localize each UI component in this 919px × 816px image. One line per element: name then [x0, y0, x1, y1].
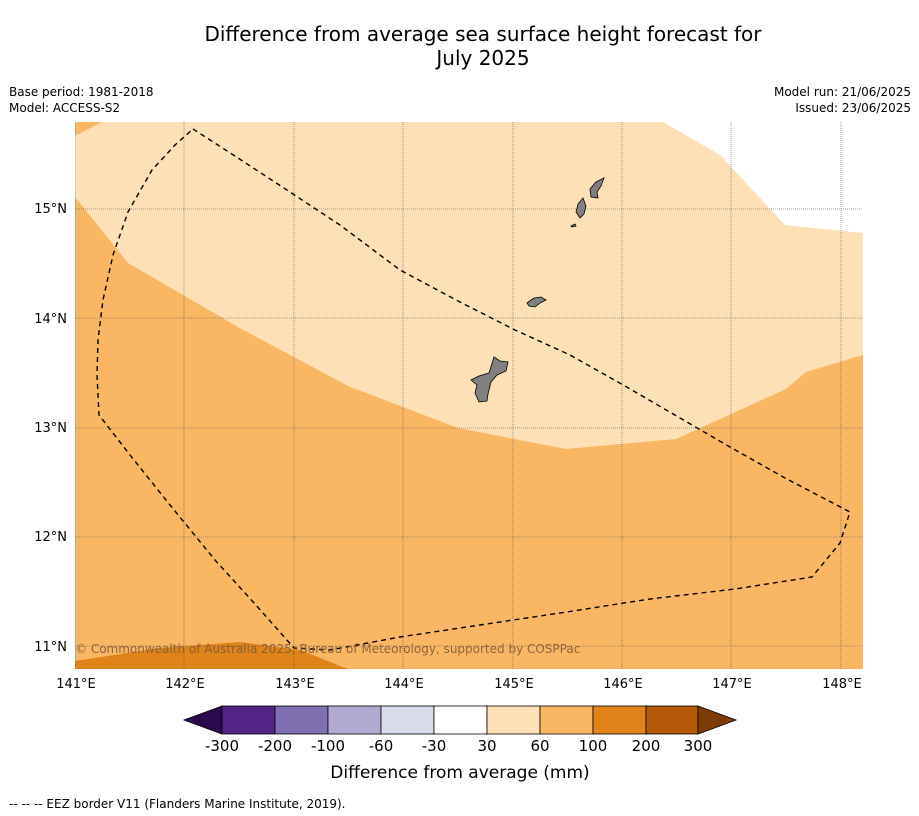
graticule — [75, 122, 863, 669]
issued-text: Issued: 23/06/2025 — [795, 101, 911, 115]
island-rota — [526, 296, 547, 308]
islands — [470, 177, 605, 403]
chart-title: Difference from average sea surface heig… — [0, 22, 919, 70]
lat-label: 11°N — [34, 640, 67, 655]
eez-legend-text: -- -- -- EEZ border V11 (Flanders Marine… — [9, 797, 346, 811]
copyright-text: © Commonwealth of Australia 2025, Bureau… — [75, 642, 580, 656]
region-60-to-100-left — [75, 197, 863, 669]
colorbar-tick: -300 — [205, 737, 239, 755]
colorbar-segment — [697, 705, 738, 735]
lat-tick-labels: 15°N 14°N 13°N 12°N 11°N — [34, 202, 67, 655]
colorbar-segment — [539, 705, 594, 735]
colorbar-segment — [182, 705, 223, 735]
lon-label: 146°E — [603, 677, 643, 692]
island-saipan — [589, 177, 605, 199]
lon-label: 148°E — [822, 677, 862, 692]
colorbar-segment — [486, 705, 541, 735]
region-60-to-100-corner — [75, 122, 102, 136]
lat-label: 15°N — [34, 202, 67, 217]
island-tinian — [575, 197, 587, 219]
lat-label: 12°N — [34, 530, 67, 545]
base-period-text: Base period: 1981-2018 — [9, 85, 154, 99]
colorbar-tick: -200 — [258, 737, 292, 755]
meta-right: Model run: 21/06/2025 Issued: 23/06/2025 — [774, 84, 911, 116]
lon-tick-labels: 141°E 142°E 143°E 144°E 145°E 146°E 147°… — [56, 677, 862, 692]
colorbar-segment — [645, 705, 699, 735]
lat-label: 14°N — [34, 312, 67, 327]
colorbar-segment — [327, 705, 382, 735]
colorbar-tick-labels: -300 -200 -100 -60 -30 30 60 100 200 300 — [205, 737, 712, 755]
island-aguijan — [570, 223, 577, 228]
title-line-2: July 2025 — [436, 46, 530, 70]
colorbar-tick: 200 — [632, 737, 661, 755]
lon-label: 147°E — [712, 677, 752, 692]
title-line-1: Difference from average sea surface heig… — [204, 22, 762, 46]
lon-label: 142°E — [165, 677, 205, 692]
eez-border — [96, 128, 851, 651]
colorbar-segment — [433, 705, 488, 735]
colorbar-tick: 100 — [579, 737, 608, 755]
colorbar-segment — [592, 705, 647, 735]
map-area: © Commonwealth of Australia 2025, Bureau… — [75, 122, 863, 669]
lon-label: 143°E — [275, 677, 315, 692]
colorbar-segment — [380, 705, 435, 735]
colorbar-segment — [221, 705, 276, 735]
colorbar-tick: 60 — [530, 737, 549, 755]
model-text: Model: ACCESS-S2 — [9, 101, 121, 115]
colorbar-tick: 30 — [477, 737, 496, 755]
region-100-to-200 — [75, 642, 348, 669]
colorbar-tick: -60 — [369, 737, 394, 755]
colorbar-segment — [274, 705, 329, 735]
model-run-text: Model run: 21/06/2025 — [773, 85, 911, 99]
colorbar-tick: -100 — [311, 737, 345, 755]
lon-label: 145°E — [494, 677, 534, 692]
island-guam — [470, 356, 509, 403]
lat-label: 13°N — [34, 421, 67, 436]
forecast-map: © Commonwealth of Australia 2025, Bureau… — [34, 122, 863, 783]
colorbar-label: Difference from average (mm) — [330, 763, 589, 783]
meta-left: Base period: 1981-2018 Model: ACCESS-S2 — [9, 84, 154, 116]
colorbar — [182, 705, 738, 735]
colorbar-tick: 300 — [684, 737, 713, 755]
lon-label: 144°E — [384, 677, 424, 692]
colorbar-tick: -30 — [422, 737, 447, 755]
lon-label: 141°E — [56, 677, 96, 692]
